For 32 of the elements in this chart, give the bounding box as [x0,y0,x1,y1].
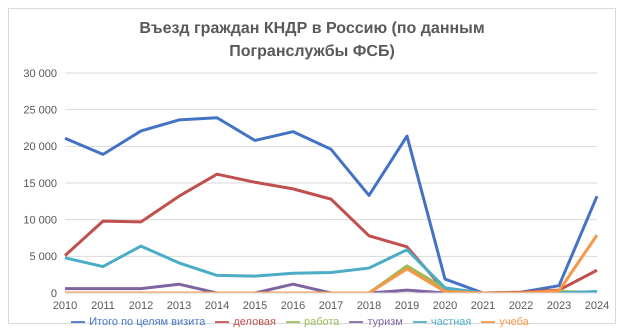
line-series [64,116,598,293]
y-tick-label: 15 000 [23,178,57,190]
x-tick-label: 2015 [242,300,268,312]
legend-label: учеба [499,316,529,328]
legend-label: Итого по целям визита [89,316,206,328]
x-tick-label: 2014 [204,300,230,312]
x-tick-label: 2021 [470,300,496,312]
x-tick-label: 2013 [166,300,192,312]
x-tick-label: 2022 [508,300,534,312]
chart-title: Въезд граждан КНДР в Россию (по данным Погранслужбы ФСБ) [138,19,486,62]
x-tick-label: 2024 [584,300,610,312]
x-tick-label: 2020 [432,300,458,312]
x-tick-label: 2016 [280,300,306,312]
x-tick-label: 2019 [394,300,420,312]
x-tick-label: 2010 [52,300,78,312]
y-tick-label: 10 000 [23,214,57,227]
x-tick-label: 2023 [546,300,572,312]
y-tick-label: 25 000 [23,104,57,117]
legend-label: частная [430,316,472,328]
line-series [64,234,598,293]
legend-label: работа [304,316,340,328]
legend-label: туризм [367,316,403,328]
x-tick-label: 2017 [318,300,344,312]
y-tick-label: 5 000 [29,251,57,264]
y-tick-label: 30 000 [23,68,57,80]
x-tick-label: 2011 [91,300,115,312]
line-series [64,244,598,293]
y-tick-label: 20 000 [23,141,57,154]
x-tick-label: 2018 [356,300,382,312]
x-tick-label: 2012 [128,300,154,312]
y-tick-label: 0 [50,288,57,300]
legend-label: деловая [233,316,276,328]
